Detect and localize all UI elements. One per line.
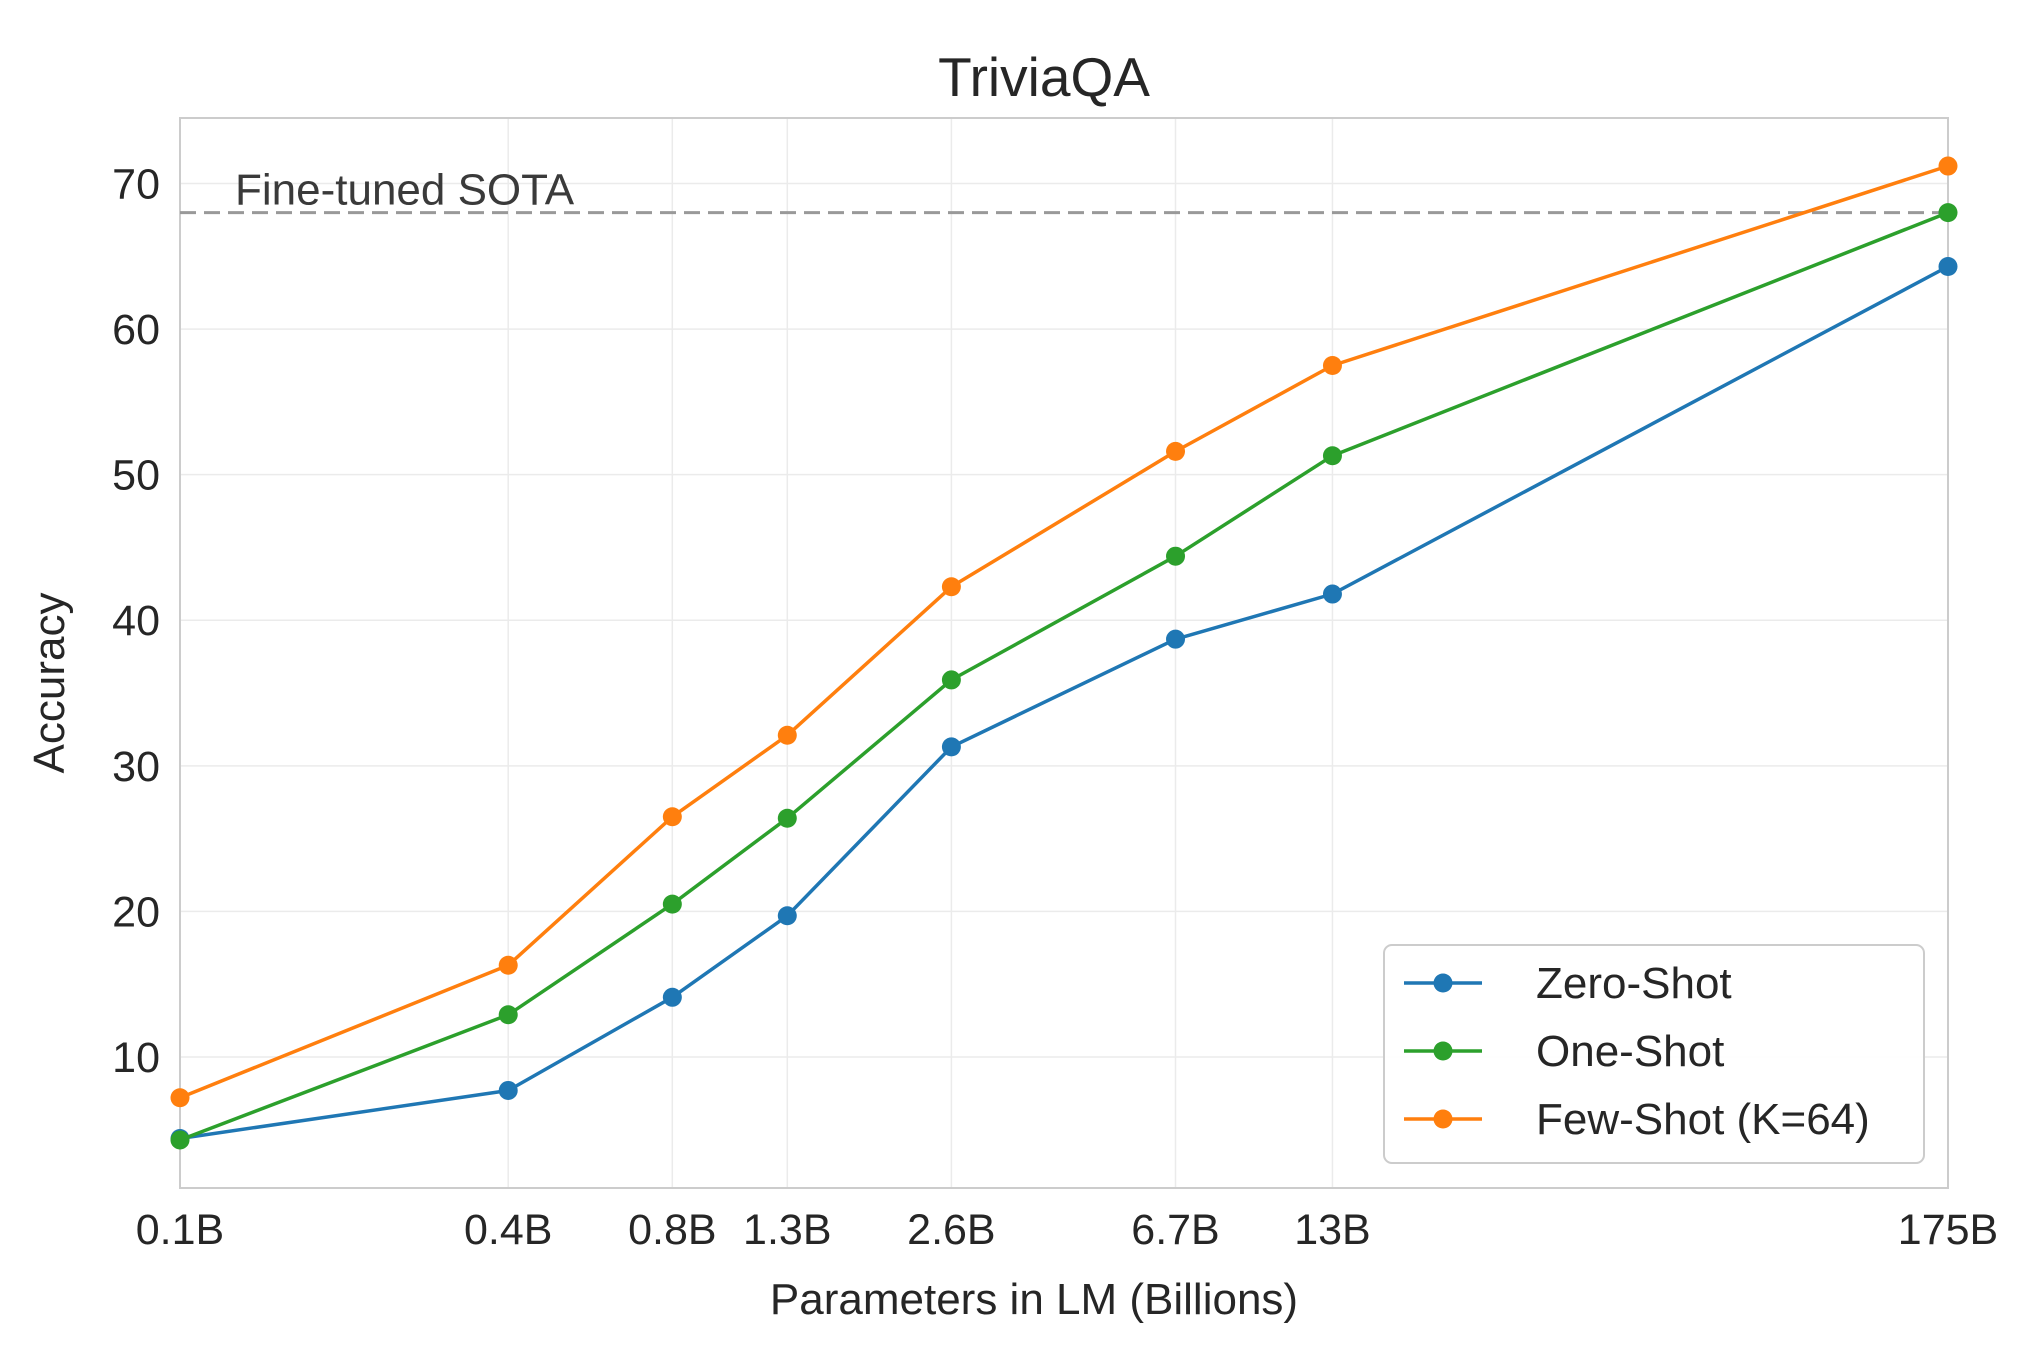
data-point [777, 725, 797, 745]
legend-marker [1433, 973, 1453, 993]
data-point [498, 955, 518, 975]
data-point [1938, 256, 1958, 276]
y-tick-label: 10 [112, 1034, 160, 1082]
x-tick-label: 1.3B [743, 1206, 831, 1254]
series-line [179, 210, 1949, 1142]
data-point [1166, 441, 1186, 461]
data-point [941, 577, 961, 597]
y-tick-label: 30 [112, 743, 160, 791]
y-tick-label: 20 [112, 888, 160, 936]
data-point [498, 1080, 518, 1100]
data-point [170, 1088, 190, 1108]
data-point [1322, 355, 1342, 375]
x-tick-label: 175B [1898, 1206, 1998, 1254]
reference-line-label: Fine-tuned SOTA [235, 166, 575, 215]
data-point [1938, 156, 1958, 176]
data-point [498, 1005, 518, 1025]
legend-label: One-Shot [1536, 1027, 1724, 1076]
y-tick-label: 50 [112, 452, 160, 500]
data-point [1322, 446, 1342, 466]
plot-frame [179, 117, 1949, 1189]
legend-marker [1433, 1041, 1453, 1061]
x-tick-label: 13B [1294, 1206, 1371, 1254]
reference-line-layer: Fine-tuned SOTA [180, 166, 1948, 215]
data-point [1938, 203, 1958, 223]
data-point [662, 894, 682, 914]
data-point [170, 1130, 190, 1150]
series-group [170, 203, 1958, 1150]
data-point [1166, 629, 1186, 649]
data-point [777, 906, 797, 926]
legend-label: Zero-Shot [1536, 959, 1732, 1008]
series-layer [170, 156, 1958, 1150]
y-tick-label: 70 [112, 161, 160, 209]
series-line [179, 164, 1949, 1100]
x-tick-label: 0.1B [136, 1206, 224, 1254]
y-axis-label: Accuracy [25, 593, 74, 774]
series-group [170, 156, 1958, 1108]
data-point [662, 807, 682, 827]
legend-box [1383, 944, 1925, 1164]
data-point [1166, 546, 1186, 566]
data-point [1322, 584, 1342, 604]
x-tick-label: 0.8B [628, 1206, 716, 1254]
x-axis-label: Parameters in LM (Billions) [770, 1275, 1298, 1324]
x-tick-label: 6.7B [1131, 1206, 1219, 1254]
tick-label-layer: 0.1B 0.4B 0.8B 1.3B 2.6B 6.7B 13B 175B 10 20 30 40 5… [112, 161, 1998, 1254]
data-point [777, 808, 797, 828]
data-point [662, 987, 682, 1007]
series-line [179, 264, 1949, 1141]
y-tick-label: 60 [112, 306, 160, 354]
data-point [941, 737, 961, 757]
chart-title: TriviaQA [938, 46, 1150, 108]
legend-marker [1433, 1109, 1453, 1129]
legend-label: Few-Shot (K=64) [1536, 1095, 1870, 1144]
y-tick-label: 40 [112, 597, 160, 645]
x-tick-label: 0.4B [464, 1206, 552, 1254]
legend: Zero-Shot One-Shot Few-Shot (K=64) [1383, 944, 1925, 1164]
data-point [941, 670, 961, 690]
x-tick-label: 2.6B [907, 1206, 995, 1254]
